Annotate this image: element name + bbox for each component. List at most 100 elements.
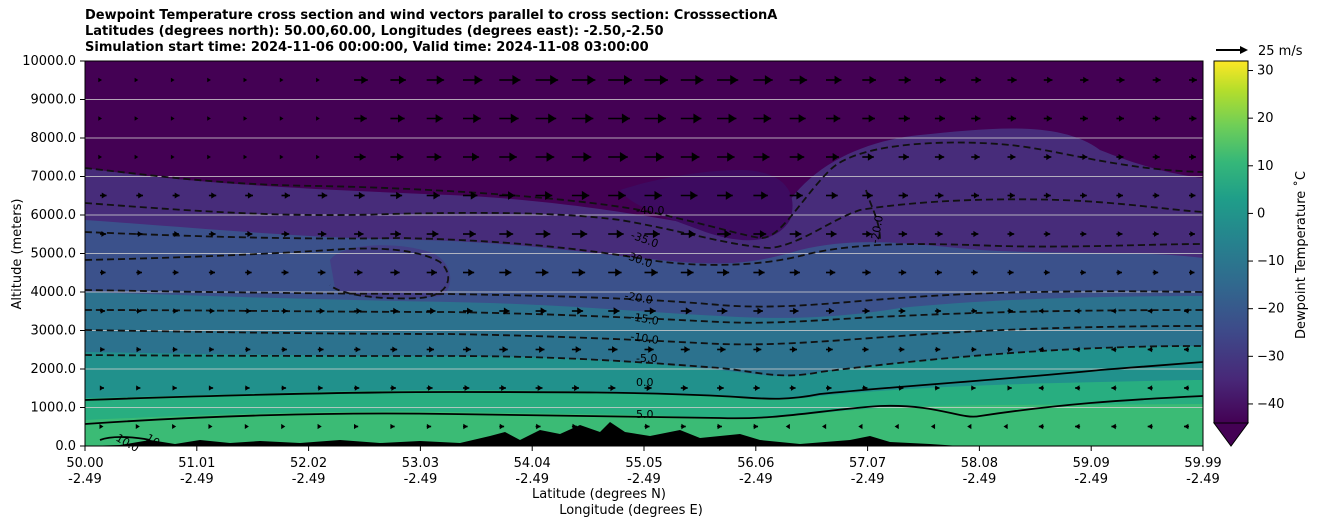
wind-vector [208, 385, 214, 391]
wind-vector [717, 152, 735, 162]
wind-vector [1152, 153, 1160, 161]
wind-vector [608, 75, 632, 85]
wind-vector [753, 152, 770, 162]
wind-vector [390, 230, 401, 238]
wind-vector [535, 307, 547, 315]
wind-vector [535, 75, 559, 85]
x-tick-label-lat: 58.08 [961, 456, 998, 471]
x-tick-label-lat: 54.04 [514, 456, 551, 471]
wind-vector [898, 385, 904, 391]
wind-vector [571, 113, 594, 124]
contour-label: 10 [144, 431, 163, 449]
wind-vector [535, 113, 557, 124]
wind-vector [354, 75, 368, 85]
wind-vector [463, 423, 468, 430]
wind-vector [499, 229, 514, 239]
x-tick-label-lat: 52.02 [290, 456, 327, 471]
wind-vector [426, 152, 442, 162]
wind-vector [789, 268, 800, 277]
wind-vector [1075, 423, 1081, 430]
wind-vector [390, 385, 396, 391]
wind-vector [208, 269, 215, 276]
wind-vector [898, 230, 908, 238]
wind-vector [170, 77, 175, 83]
wind-vector [571, 229, 588, 239]
wind-vector [789, 152, 805, 162]
wind-vector [207, 116, 211, 121]
wind-vector [608, 152, 628, 162]
negative-contours [85, 141, 1203, 377]
wind-vector [1080, 269, 1086, 276]
wind-vector [1075, 385, 1081, 391]
wind-vector [644, 307, 656, 315]
wind-vector [499, 113, 519, 124]
wind-vector [644, 229, 660, 239]
colorbar-tick-label: −40 [1257, 397, 1284, 412]
wind-vector [281, 230, 290, 238]
wind-vector [1007, 115, 1017, 122]
wind-vector [967, 423, 972, 430]
field-cold-pocket [330, 245, 451, 299]
wind-vector [826, 269, 836, 276]
wind-vector [717, 75, 739, 85]
wind-vector [826, 346, 833, 353]
wind-vector [862, 75, 876, 85]
wind-vector [535, 268, 549, 277]
wind-vector [1189, 231, 1195, 237]
wind-vector [245, 269, 252, 276]
wind-vector [463, 152, 480, 162]
wind-vector [898, 153, 909, 161]
wind-vector [1007, 230, 1015, 238]
x-tick-label-lon: -2.49 [1074, 472, 1108, 487]
wind-vector [971, 385, 976, 391]
wind-vector [317, 385, 323, 391]
wind-vector [971, 346, 977, 353]
wind-vector [354, 307, 362, 315]
wind-vector [170, 154, 175, 160]
x-axis: 50.00-2.4951.01-2.4952.02-2.4953.03-2.49… [66, 446, 1222, 487]
wind-vector [789, 114, 806, 123]
wind-vector [98, 77, 102, 83]
wind-vector [354, 346, 361, 353]
quiver-key-label: 25 m/s [1258, 44, 1303, 59]
colorbar-extend-triangle [1213, 422, 1249, 447]
x-tick-label-lon: -2.49 [1186, 472, 1220, 487]
wind-vector [934, 192, 944, 199]
wind-vector [644, 75, 668, 85]
wind-vector [1152, 76, 1161, 84]
wind-vector [1116, 192, 1123, 199]
wind-vector [1043, 115, 1052, 122]
wind-vector [499, 75, 521, 85]
wind-vector [1147, 423, 1153, 430]
y-tick-label: 3000.0 [31, 324, 77, 339]
wind-vector [1184, 423, 1189, 430]
wind-vector [608, 113, 630, 124]
wind-vector [862, 153, 874, 161]
wind-vector [644, 384, 652, 392]
contour-label: -40.0 [636, 204, 664, 217]
wind-vector [499, 307, 510, 315]
wind-vector [862, 269, 871, 276]
wind-vector [1043, 269, 1050, 276]
wind-vector [862, 114, 875, 123]
wind-vector [789, 346, 798, 353]
wind-vector [571, 346, 582, 353]
wind-vector [644, 268, 658, 277]
wind-vector [717, 229, 731, 239]
wind-vector [1007, 192, 1015, 199]
title-line-1: Dewpoint Temperature cross section and w… [85, 8, 778, 23]
wind-vector [134, 154, 139, 160]
wind-vector [826, 114, 841, 123]
wind-vector [1184, 308, 1189, 314]
wind-vector [898, 76, 911, 84]
y-tick-label: 2000.0 [31, 362, 77, 377]
wind-vector [244, 423, 249, 430]
wind-vector [99, 385, 105, 391]
wind-vector [463, 113, 481, 124]
x-tick-label-lon: -2.49 [292, 472, 326, 487]
y-tick-label: 7000.0 [31, 170, 77, 185]
wind-vector [317, 230, 327, 238]
wind-vector [207, 154, 211, 160]
wind-vector [680, 423, 686, 430]
wind-vector [644, 346, 654, 353]
